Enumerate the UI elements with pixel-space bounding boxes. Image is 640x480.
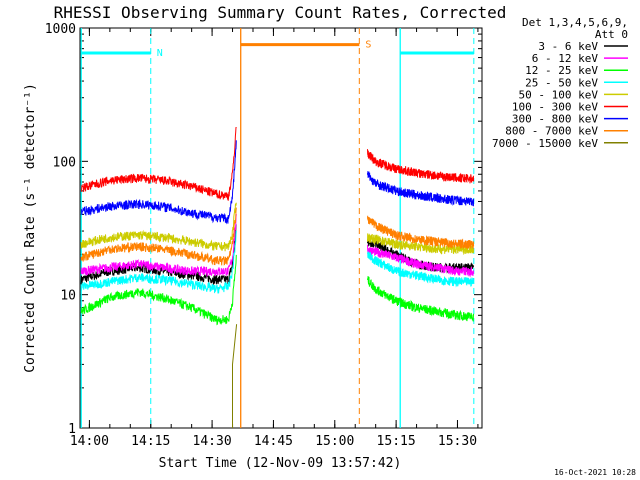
legend-header-1: Det 1,3,4,5,6,9, <box>522 16 628 29</box>
series-line-7000-15000-kev <box>232 324 238 428</box>
x-tick-label: 14:30 <box>193 434 232 449</box>
x-tick-label: 15:00 <box>315 434 354 449</box>
series-line-800-7000-kev <box>80 207 237 266</box>
span-label: N <box>157 48 163 59</box>
x-tick-label: 15:15 <box>377 434 416 449</box>
x-axis-label: Start Time (12-Nov-09 13:57:42) <box>159 456 402 471</box>
y-tick-label: 100 <box>53 155 76 170</box>
legend-label-7000-15000-kev: 7000 - 15000 keV <box>492 137 598 150</box>
series-line-12-25-kev <box>367 276 475 322</box>
y-axis-label: Corrected Count Rate (s⁻¹ detector⁻¹) <box>23 83 38 373</box>
legend-header-2: Att 0 <box>595 28 628 41</box>
series-line-25-50-kev <box>80 230 237 294</box>
y-tick-label: 10 <box>60 289 76 304</box>
y-tick-label: 1 <box>68 422 76 437</box>
legend-label-300-800-kev: 300 - 800 keV <box>512 113 598 126</box>
series-line-6-12-kev <box>80 214 237 278</box>
series-line-300-800-kev <box>81 140 237 225</box>
x-tick-label: 15:30 <box>438 434 477 449</box>
plot-frame <box>79 27 483 429</box>
span-label: S <box>365 40 371 51</box>
legend-label-800-7000-kev: 800 - 7000 keV <box>505 125 598 138</box>
series-line-12-25-kev <box>80 254 237 326</box>
y-tick-label: 1000 <box>45 22 76 37</box>
x-tick-label: 14:00 <box>70 434 109 449</box>
legend-label-100-300-kev: 100 - 300 keV <box>512 101 598 114</box>
series-line-25-50-kev <box>367 251 475 288</box>
series-line-100-300-kev <box>367 149 475 184</box>
chart-title: RHESSI Observing Summary Count Rates, Co… <box>54 3 507 22</box>
series-line-100-300-kev <box>80 127 237 201</box>
series-line-50-100-kev <box>80 202 237 252</box>
series-line-50-100-kev <box>367 233 475 255</box>
x-tick-label: 14:45 <box>254 434 293 449</box>
series-line-800-7000-kev <box>367 215 475 250</box>
legend-label-50-100-kev: 50 - 100 keV <box>519 88 599 101</box>
legend-label-3-6-kev: 3 - 6 keV <box>538 40 598 53</box>
legend-label-6-12-kev: 6 - 12 keV <box>532 52 599 65</box>
legend-label-25-50-kev: 25 - 50 keV <box>525 76 598 89</box>
series-line-300-800-kev <box>367 170 475 207</box>
footer-timestamp: 16-Oct-2021 10:28 <box>554 468 636 477</box>
legend-label-12-25-kev: 12 - 25 keV <box>525 64 598 77</box>
series-line-6-12-kev <box>367 244 475 278</box>
x-tick-label: 14:15 <box>131 434 170 449</box>
